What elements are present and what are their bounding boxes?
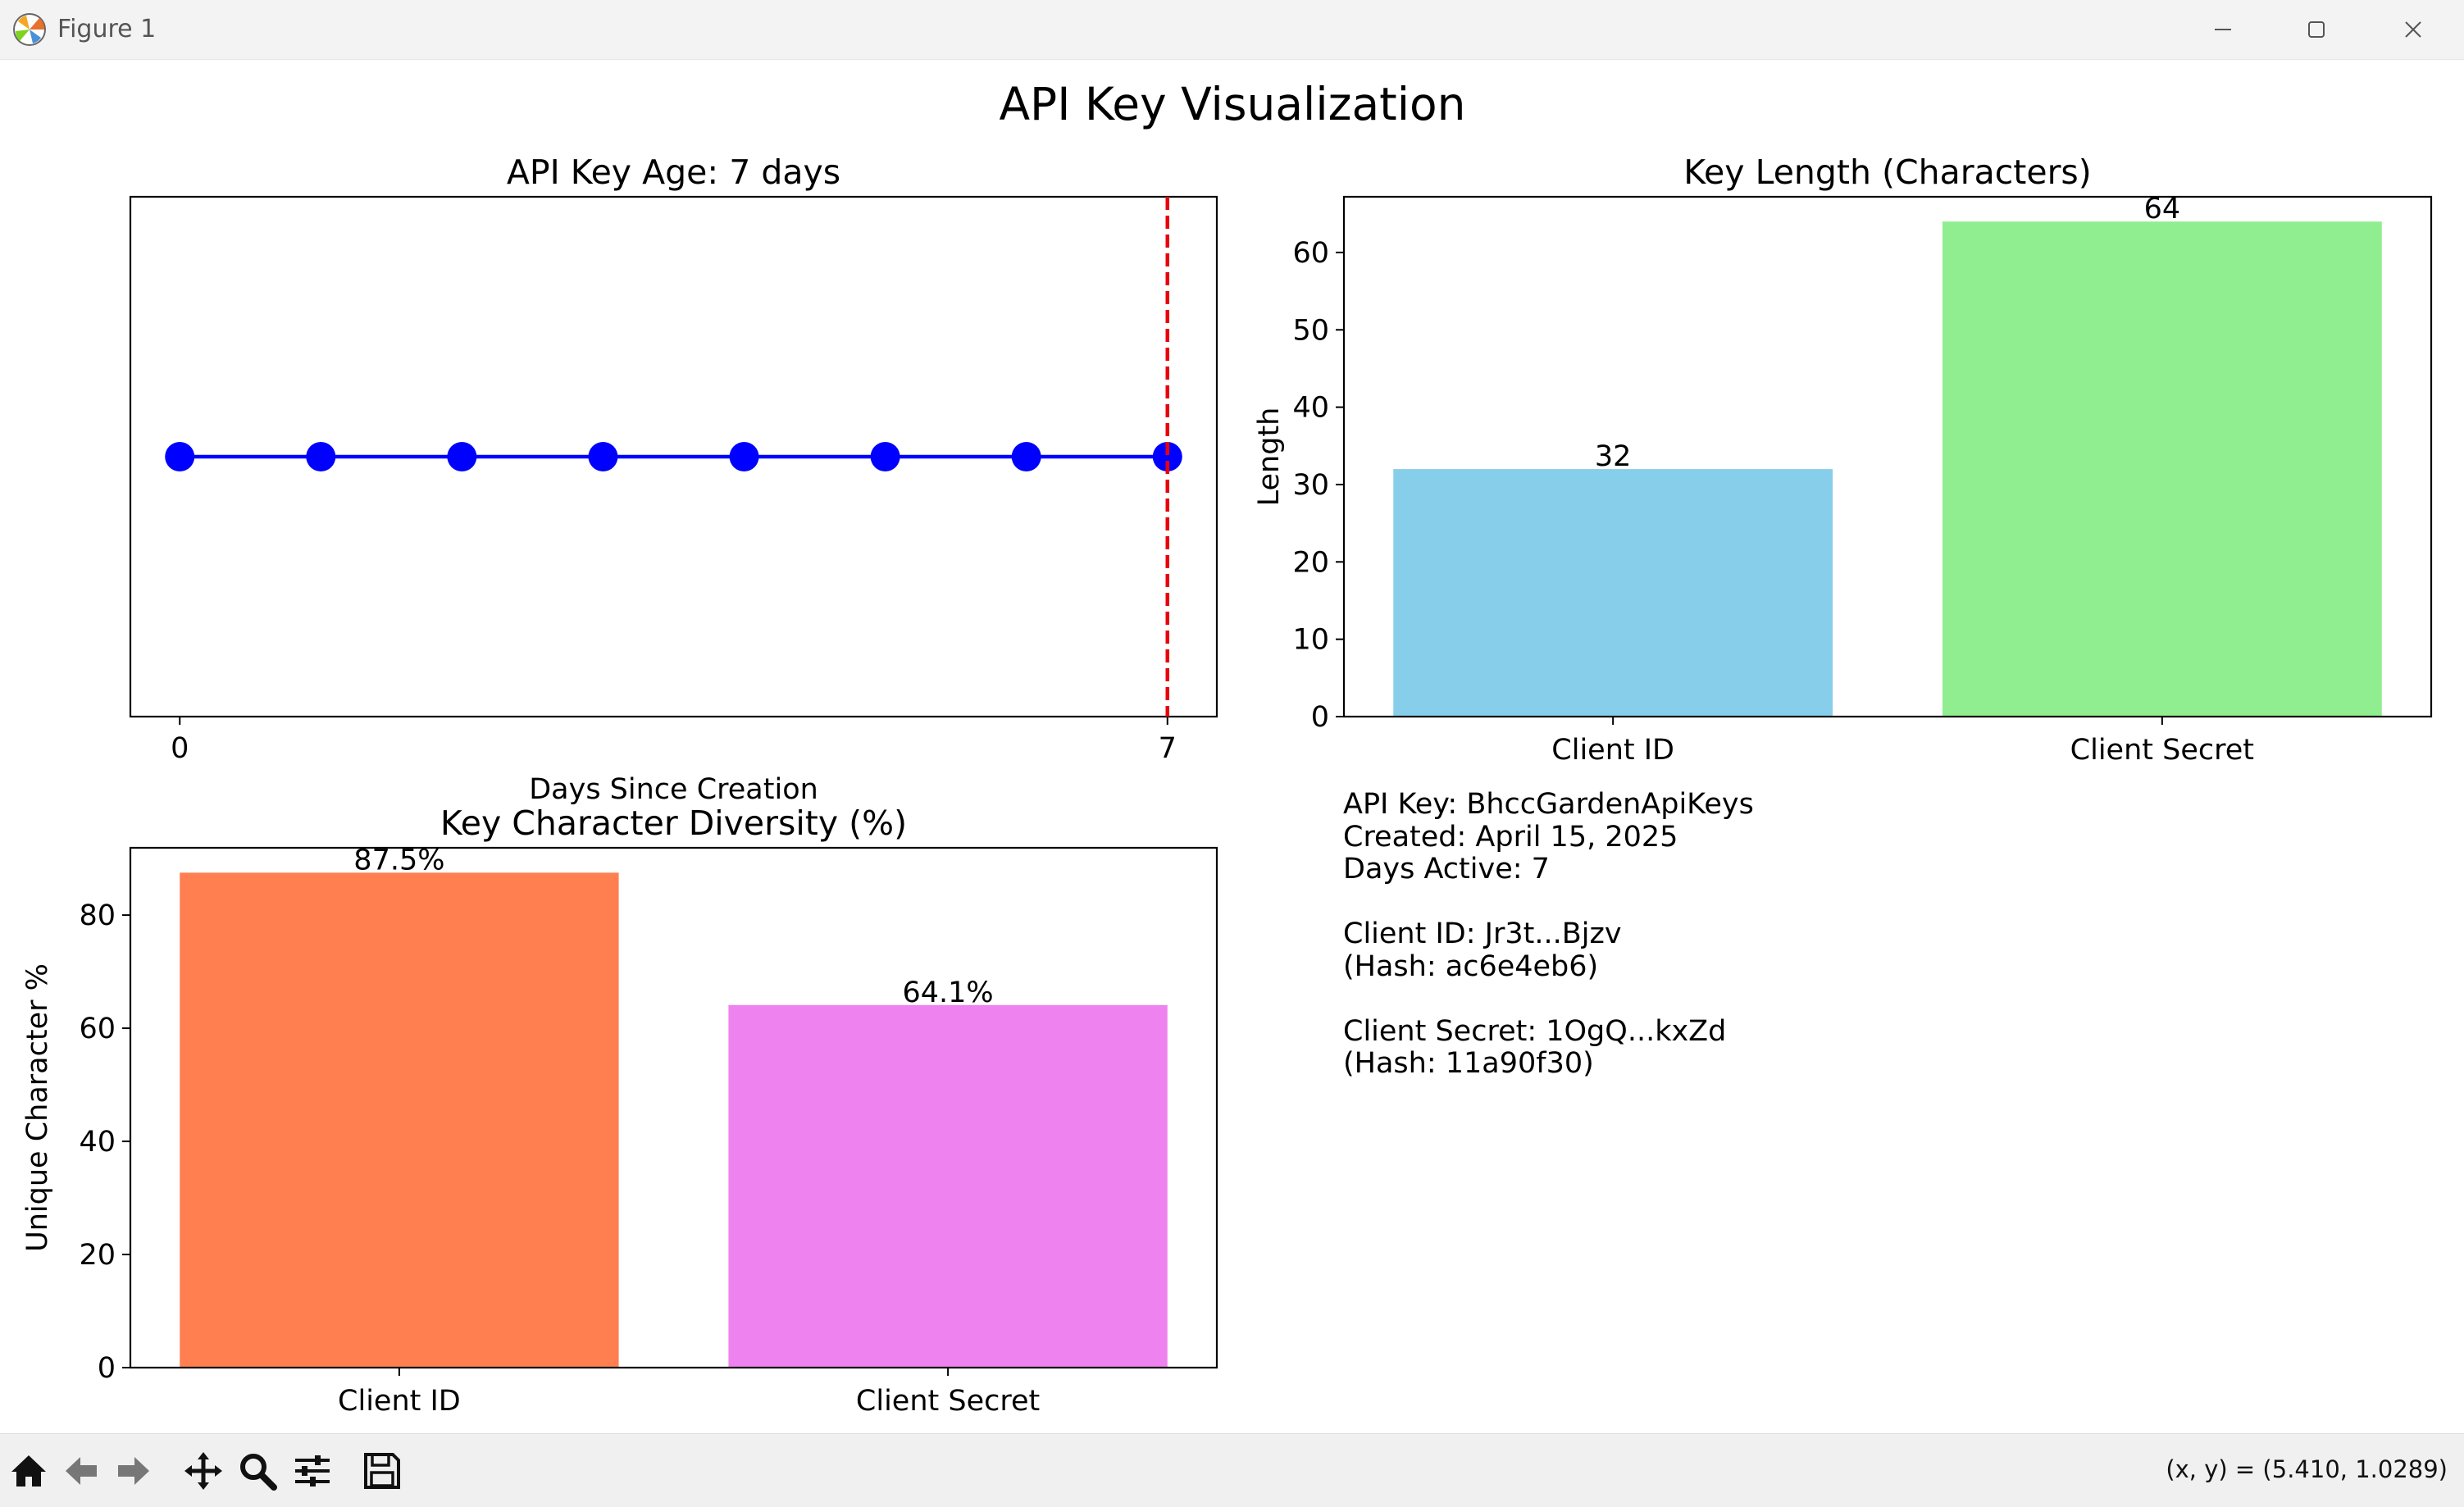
bar-value-label: 64 (2144, 193, 2181, 225)
arrow-right-icon (118, 1457, 149, 1485)
info-line: (Hash: 11a90f30) (1343, 1047, 1594, 1080)
maximize-button[interactable] (2270, 0, 2363, 59)
age-line-chart: API Key Age: 7 days 0 7 Days Since Creation (129, 153, 1218, 806)
data-point (165, 442, 195, 471)
bar (1942, 221, 2382, 717)
y-tick-label: 20 (79, 1239, 116, 1272)
sliders-icon (295, 1455, 330, 1487)
info-line: Client ID: Jr3t...Bjzv (1343, 917, 1622, 950)
bar (180, 872, 619, 1368)
bar (1393, 469, 1833, 717)
y-axis-label: Unique Character % (21, 963, 54, 1252)
key-length-bar-chart: Key Length (Characters) 32 Client ID 64 Clie… (1253, 153, 2433, 767)
data-point (447, 442, 477, 471)
pan-button[interactable] (180, 1447, 227, 1495)
home-button[interactable] (5, 1447, 52, 1495)
figure-canvas[interactable]: API Key Visualization API Key Age: 7 day… (0, 59, 2464, 1433)
close-button[interactable] (2366, 0, 2460, 59)
back-button[interactable] (57, 1447, 105, 1495)
save-button[interactable] (358, 1447, 406, 1495)
forward-button[interactable] (110, 1447, 157, 1495)
y-tick-label: 0 (1311, 701, 1329, 734)
character-diversity-bar-chart: Key Character Diversity (%)87.5% Client I… (21, 804, 1218, 1418)
y-tick-label: 80 (79, 899, 116, 932)
window-title: Figure 1 (57, 15, 157, 43)
x-tick-label: 7 (1159, 732, 1177, 765)
x-tick-label: Client Secret (2070, 734, 2254, 767)
x-tick-label: Client Secret (856, 1385, 1040, 1418)
matplotlib-logo-icon (13, 13, 46, 46)
axes-frame (1342, 195, 2433, 718)
info-line: Client Secret: 1OgQ...kxZd (1343, 1014, 1727, 1048)
axes-frame (129, 846, 1218, 1369)
chart-title: API Key Age: 7 days (507, 153, 840, 192)
data-point (306, 442, 336, 471)
floppy-icon (364, 1453, 400, 1489)
y-tick-label: 20 (1292, 546, 1329, 579)
minimize-button[interactable] (2176, 0, 2270, 59)
axes-frame (129, 195, 1218, 718)
x-axis-label: Days Since Creation (529, 773, 818, 806)
info-line (1343, 983, 1754, 1016)
y-tick-label: 60 (79, 1013, 116, 1045)
cursor-coordinates: (x, y) = (5.410, 1.0289) (2166, 1455, 2448, 1483)
x-tick-label: Client ID (1551, 734, 1674, 767)
y-tick-label: 0 (98, 1352, 116, 1385)
data-point (588, 442, 618, 471)
y-tick-label: 30 (1292, 469, 1329, 502)
chart-title: Key Character Diversity (%) (440, 804, 907, 843)
bar-value-label: 32 (1595, 440, 1632, 473)
info-line: (Hash: ac6e4eb6) (1343, 949, 1599, 983)
bar-value-label: 64.1% (903, 977, 994, 1009)
api-key-info-panel: API Key: BhccGardenApiKeys Created: April… (1343, 788, 1754, 1081)
data-point (1152, 442, 1182, 471)
title-bar[interactable]: Figure 1 (0, 0, 2464, 60)
arrow-left-icon (66, 1457, 97, 1485)
y-tick-label: 40 (1292, 392, 1329, 425)
figure-suptitle: API Key Visualization (999, 78, 1465, 130)
data-point (870, 442, 900, 471)
x-tick-label: 0 (171, 732, 189, 765)
y-tick-label: 40 (79, 1126, 116, 1159)
y-tick-label: 60 (1292, 237, 1329, 270)
info-line: Created: April 15, 2025 (1343, 820, 1678, 854)
home-icon (11, 1455, 46, 1487)
info-line: Days Active: 7 (1343, 853, 1550, 886)
data-point (1011, 442, 1041, 471)
x-tick-label: Client ID (338, 1385, 461, 1418)
info-line: API Key: BhccGardenApiKeys (1343, 788, 1754, 821)
charts-group: API Key Age: 7 days 0 7 Days Since Creation… (21, 153, 2433, 1418)
chart-title: Key Length (Characters) (1683, 153, 2092, 192)
info-line (1343, 886, 1754, 919)
move-icon (184, 1452, 222, 1490)
bar-value-label: 87.5% (353, 844, 444, 876)
navigation-toolbar: (x, y) = (5.410, 1.0289) (0, 1433, 2464, 1507)
y-axis-label: Length (1253, 407, 1286, 507)
y-tick-label: 50 (1292, 314, 1329, 347)
close-icon (2405, 21, 2421, 38)
bar (728, 1004, 1168, 1368)
minimize-icon (2215, 29, 2231, 30)
configure-subplots-button[interactable] (289, 1447, 336, 1495)
y-tick-label: 10 (1292, 624, 1329, 657)
data-point (729, 442, 759, 471)
maximize-icon (2308, 21, 2325, 38)
zoom-button[interactable] (234, 1447, 281, 1495)
magnifier-icon (240, 1454, 277, 1491)
